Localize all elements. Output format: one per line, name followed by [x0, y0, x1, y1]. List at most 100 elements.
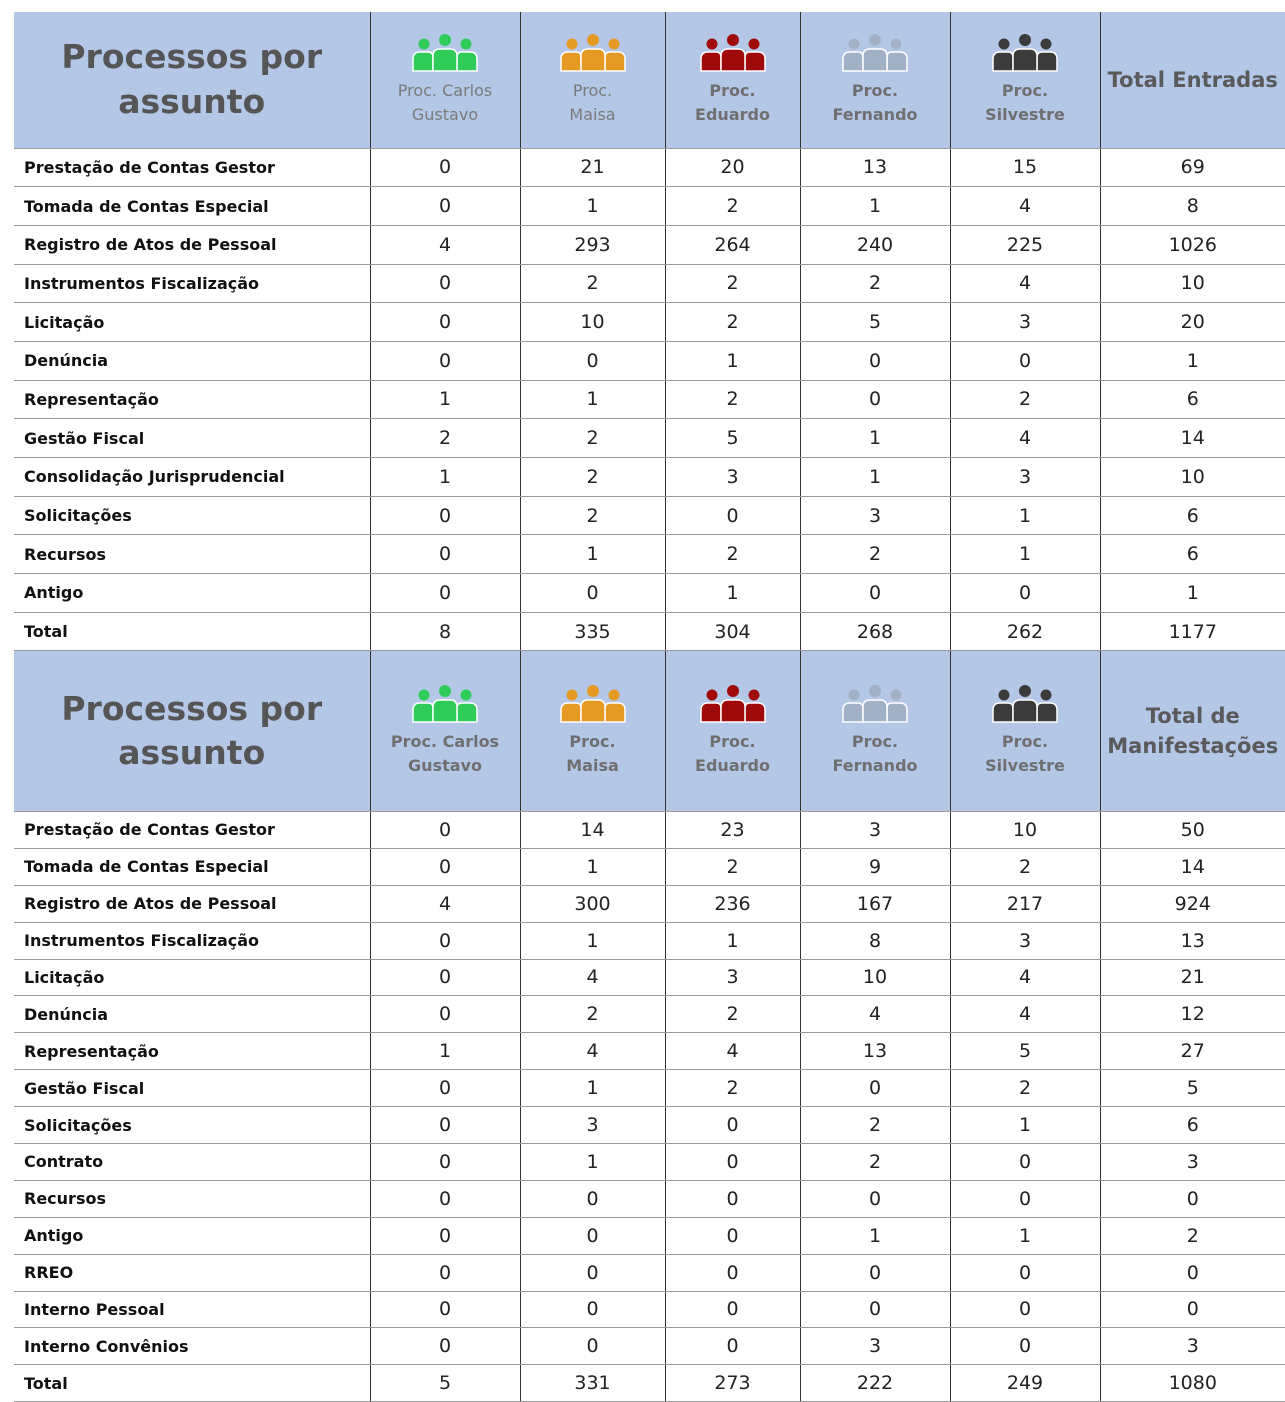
value-cell: 10 — [519, 302, 665, 342]
value-cell: 0 — [519, 1291, 665, 1329]
value-cell: 1 — [519, 1143, 665, 1181]
value-cell: 5 — [1099, 1069, 1285, 1108]
value-cell: 1 — [519, 534, 665, 575]
value-cell: 0 — [369, 1327, 520, 1366]
value-cell: 0 — [799, 380, 950, 420]
header-row: Processos por assunto Proc. Carlos Gustav… — [14, 651, 1285, 812]
value-cell: 20 — [1099, 302, 1285, 342]
value-cell: 4 — [519, 1032, 665, 1071]
value-cell: 20 — [664, 148, 800, 188]
value-cell: 8 — [369, 612, 520, 652]
header-cell: Proc. Eduardo — [664, 651, 800, 812]
value-cell: 0 — [369, 186, 520, 226]
value-cell: 268 — [799, 612, 950, 652]
data-row: Prestação de Contas Gestor 0 14 23 3 10 50 — [14, 811, 1285, 849]
value-cell: 8 — [1099, 186, 1285, 226]
value-cell: 1 — [664, 341, 800, 381]
value-cell: 0 — [369, 1217, 520, 1255]
value-cell: 3 — [799, 496, 950, 536]
value-cell: 0 — [949, 1291, 1100, 1329]
header-cell: Proc. Maisa — [519, 12, 665, 149]
value-cell: 2 — [799, 1143, 950, 1181]
value-cell: 1 — [664, 922, 800, 960]
row-label: Denúncia — [14, 341, 370, 381]
row-label: Prestação de Contas Gestor — [14, 148, 370, 188]
data-row: Consolidação Jurisprudencial 1 2 3 1 3 10 — [14, 457, 1285, 497]
total-column-label: Total Entradas — [1107, 67, 1278, 92]
data-row: Recursos 0 0 0 0 0 0 — [14, 1180, 1285, 1218]
data-row: Solicitações 0 2 0 3 1 6 — [14, 496, 1285, 536]
value-cell: 21 — [1099, 959, 1285, 997]
header-cell: Proc. Eduardo — [664, 12, 800, 149]
data-row: Instrumentos Fiscalização 0 2 2 2 4 10 — [14, 264, 1285, 304]
value-cell: 4 — [949, 959, 1100, 997]
value-cell: 15 — [949, 148, 1100, 188]
column-label: Proc. Fernando — [832, 732, 918, 776]
value-cell: 27 — [1099, 1032, 1285, 1071]
value-cell: 2 — [664, 302, 800, 342]
value-cell: 0 — [664, 1327, 800, 1366]
value-cell: 1177 — [1099, 612, 1285, 652]
value-cell: 1 — [519, 380, 665, 420]
value-cell: 924 — [1099, 885, 1285, 923]
value-cell: 0 — [369, 1106, 520, 1144]
data-row: Gestão Fiscal 0 1 2 0 2 5 — [14, 1069, 1285, 1108]
value-cell: 1080 — [1099, 1364, 1285, 1402]
row-label: RREO — [14, 1254, 370, 1292]
value-cell: 23 — [664, 811, 800, 849]
people-icon — [842, 33, 908, 72]
value-cell: 0 — [369, 848, 520, 886]
data-row: Interno Pessoal 0 0 0 0 0 0 — [14, 1291, 1285, 1329]
value-cell: 1 — [799, 457, 950, 497]
value-cell: 1 — [799, 418, 950, 458]
value-cell: 1 — [369, 457, 520, 497]
data-row: Instrumentos Fiscalização 0 1 1 8 3 13 — [14, 922, 1285, 960]
value-cell: 0 — [799, 341, 950, 381]
value-cell: 2 — [799, 264, 950, 304]
value-cell: 3 — [949, 457, 1100, 497]
value-cell: 2 — [519, 496, 665, 536]
value-cell: 1 — [369, 380, 520, 420]
value-cell: 0 — [519, 1254, 665, 1292]
value-cell: 1 — [519, 922, 665, 960]
value-cell: 2 — [799, 1106, 950, 1144]
value-cell: 2 — [949, 848, 1100, 886]
people-icon — [842, 685, 908, 723]
value-cell: 5 — [664, 418, 800, 458]
value-cell: 0 — [369, 1069, 520, 1108]
value-cell: 3 — [664, 959, 800, 997]
row-label: Total — [14, 1364, 370, 1402]
value-cell: 2 — [369, 418, 520, 458]
value-cell: 0 — [664, 1254, 800, 1292]
value-cell: 6 — [1099, 380, 1285, 420]
value-cell: 0 — [949, 573, 1100, 613]
value-cell: 2 — [664, 264, 800, 304]
value-cell: 0 — [664, 1106, 800, 1144]
data-row: Antigo 0 0 0 1 1 2 — [14, 1217, 1285, 1255]
data-row: Representação 1 1 2 0 2 6 — [14, 380, 1285, 420]
value-cell: 69 — [1099, 148, 1285, 188]
table-title: Processos por assunto — [61, 688, 323, 773]
value-cell: 13 — [799, 148, 950, 188]
data-row: Gestão Fiscal 2 2 5 1 4 14 — [14, 418, 1285, 458]
header-cell: Proc. Fernando — [799, 12, 950, 149]
value-cell: 0 — [369, 264, 520, 304]
value-cell: 0 — [799, 573, 950, 613]
row-label: Gestão Fiscal — [14, 1069, 370, 1108]
value-cell: 2 — [664, 848, 800, 886]
data-row: Total 5 331 273 222 249 1080 — [14, 1364, 1285, 1402]
data-row: RREO 0 0 0 0 0 0 — [14, 1254, 1285, 1292]
data-row: Registro de Atos de Pessoal 4 300 236 167 217… — [14, 885, 1285, 923]
value-cell: 240 — [799, 225, 950, 265]
value-cell: 1026 — [1099, 225, 1285, 265]
people-icon — [699, 685, 766, 723]
total-column-label: Total de Manifestações — [1107, 703, 1279, 759]
value-cell: 13 — [1099, 922, 1285, 960]
row-label: Instrumentos Fiscalização — [14, 922, 370, 960]
value-cell: 2 — [949, 1069, 1100, 1108]
people-icon — [412, 685, 478, 723]
value-cell: 3 — [799, 811, 950, 849]
value-cell: 262 — [949, 612, 1100, 652]
value-cell: 0 — [369, 534, 520, 575]
value-cell: 0 — [369, 1180, 520, 1218]
